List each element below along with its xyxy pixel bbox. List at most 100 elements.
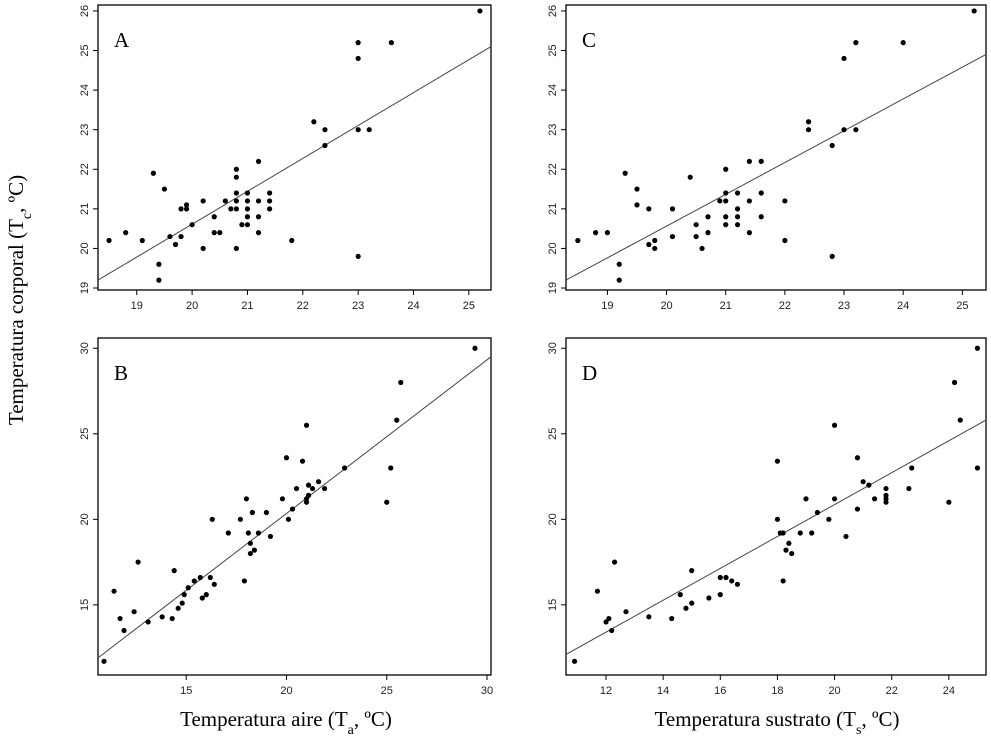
data-point [604, 230, 611, 236]
data-point [255, 198, 262, 204]
x-tick-label: 24 [897, 300, 909, 312]
data-point [209, 516, 215, 522]
data-point [101, 658, 107, 664]
data-point [871, 496, 878, 502]
data-point [734, 581, 741, 587]
data-point [606, 615, 612, 622]
panel-label: A [114, 28, 130, 52]
y-tick-label: 25 [79, 44, 91, 56]
data-point [634, 202, 640, 208]
data-point [211, 214, 217, 220]
data-point [853, 127, 859, 133]
data-point [883, 485, 889, 492]
data-point [734, 214, 741, 220]
data-point [244, 198, 251, 204]
data-point [646, 241, 652, 248]
data-point [699, 245, 705, 252]
data-point [207, 574, 213, 581]
data-point [139, 237, 145, 244]
data-point [131, 609, 137, 615]
data-point [225, 530, 231, 536]
panel-A: 19 20 21 22 23 24 25 19 20 21 22 23 24 25 26 A [79, 4, 492, 312]
data-point [746, 230, 752, 236]
data-point [829, 142, 835, 149]
data-point [854, 506, 861, 512]
data-point [594, 588, 601, 594]
regression-line [97, 46, 492, 281]
data-point [249, 509, 255, 516]
panel-D: 12 14 16 18 20 22 24 15 20 25 30 D [547, 337, 987, 697]
data-point [178, 206, 184, 212]
data-point [951, 379, 958, 386]
data-point [251, 547, 257, 553]
x-tick-label: 21 [720, 300, 732, 312]
data-point [156, 277, 162, 283]
data-point [211, 581, 217, 587]
data-point [782, 237, 788, 244]
data-point [826, 516, 832, 522]
x-tick-label: 20 [660, 300, 672, 312]
data-point [603, 619, 609, 625]
data-point [616, 261, 622, 267]
data-point [388, 465, 394, 471]
data-point [646, 614, 652, 620]
data-point [758, 158, 764, 164]
x-tick-label: 22 [779, 300, 791, 312]
data-point [609, 627, 615, 634]
data-point [683, 605, 689, 611]
data-point [394, 417, 400, 423]
data-point [366, 127, 372, 133]
data-point [974, 465, 981, 471]
x-tick-label: 18 [771, 685, 783, 697]
data-point [305, 492, 312, 498]
x-tick-label: 21 [241, 300, 253, 312]
x-axis-label-left: Temperatura aire (Ta, ºC) [180, 707, 392, 738]
data-point [171, 568, 177, 574]
data-point [805, 127, 812, 133]
data-point [355, 40, 361, 46]
data-point [309, 485, 316, 492]
data-point [797, 530, 803, 536]
x-tick-label: 25 [956, 300, 968, 312]
data-point [758, 214, 764, 220]
data-point [169, 615, 175, 622]
y-tick-label: 25 [547, 428, 559, 440]
data-point [255, 214, 262, 220]
data-point [388, 40, 394, 46]
data-point [255, 158, 262, 164]
data-point [293, 485, 300, 492]
data-point [723, 198, 729, 204]
data-point [200, 198, 206, 204]
data-point [693, 222, 699, 228]
panel-label: C [582, 28, 596, 52]
data-point [191, 578, 197, 584]
x-tick-label: 24 [943, 685, 955, 697]
x-tick-label: 25 [463, 300, 475, 312]
data-point [782, 198, 788, 204]
data-point [734, 206, 741, 212]
x-tick-label: 16 [714, 685, 726, 697]
data-point [829, 253, 835, 259]
data-point [774, 458, 781, 464]
data-point [843, 533, 849, 540]
regression-line [565, 419, 987, 655]
data-point [285, 516, 292, 522]
data-point [233, 174, 239, 180]
x-tick-label: 20 [828, 685, 840, 697]
data-point [156, 261, 162, 267]
plot-frame [97, 337, 492, 676]
panel-C: 19 20 21 22 23 24 25 19 20 21 22 23 24 25 26 C [547, 4, 987, 312]
data-point [575, 237, 581, 244]
data-point [831, 422, 838, 428]
y-tick-label: 25 [547, 44, 559, 56]
data-point [247, 540, 253, 546]
data-point [780, 530, 786, 536]
data-point [233, 190, 239, 196]
data-point [145, 619, 151, 625]
regression-line [97, 356, 492, 659]
data-point [909, 465, 915, 471]
data-point [135, 559, 141, 565]
data-point [669, 615, 675, 622]
panels: 19 20 21 22 23 24 25 19 20 21 22 23 24 25 26 A 19 20 21 22 2… [79, 4, 987, 697]
